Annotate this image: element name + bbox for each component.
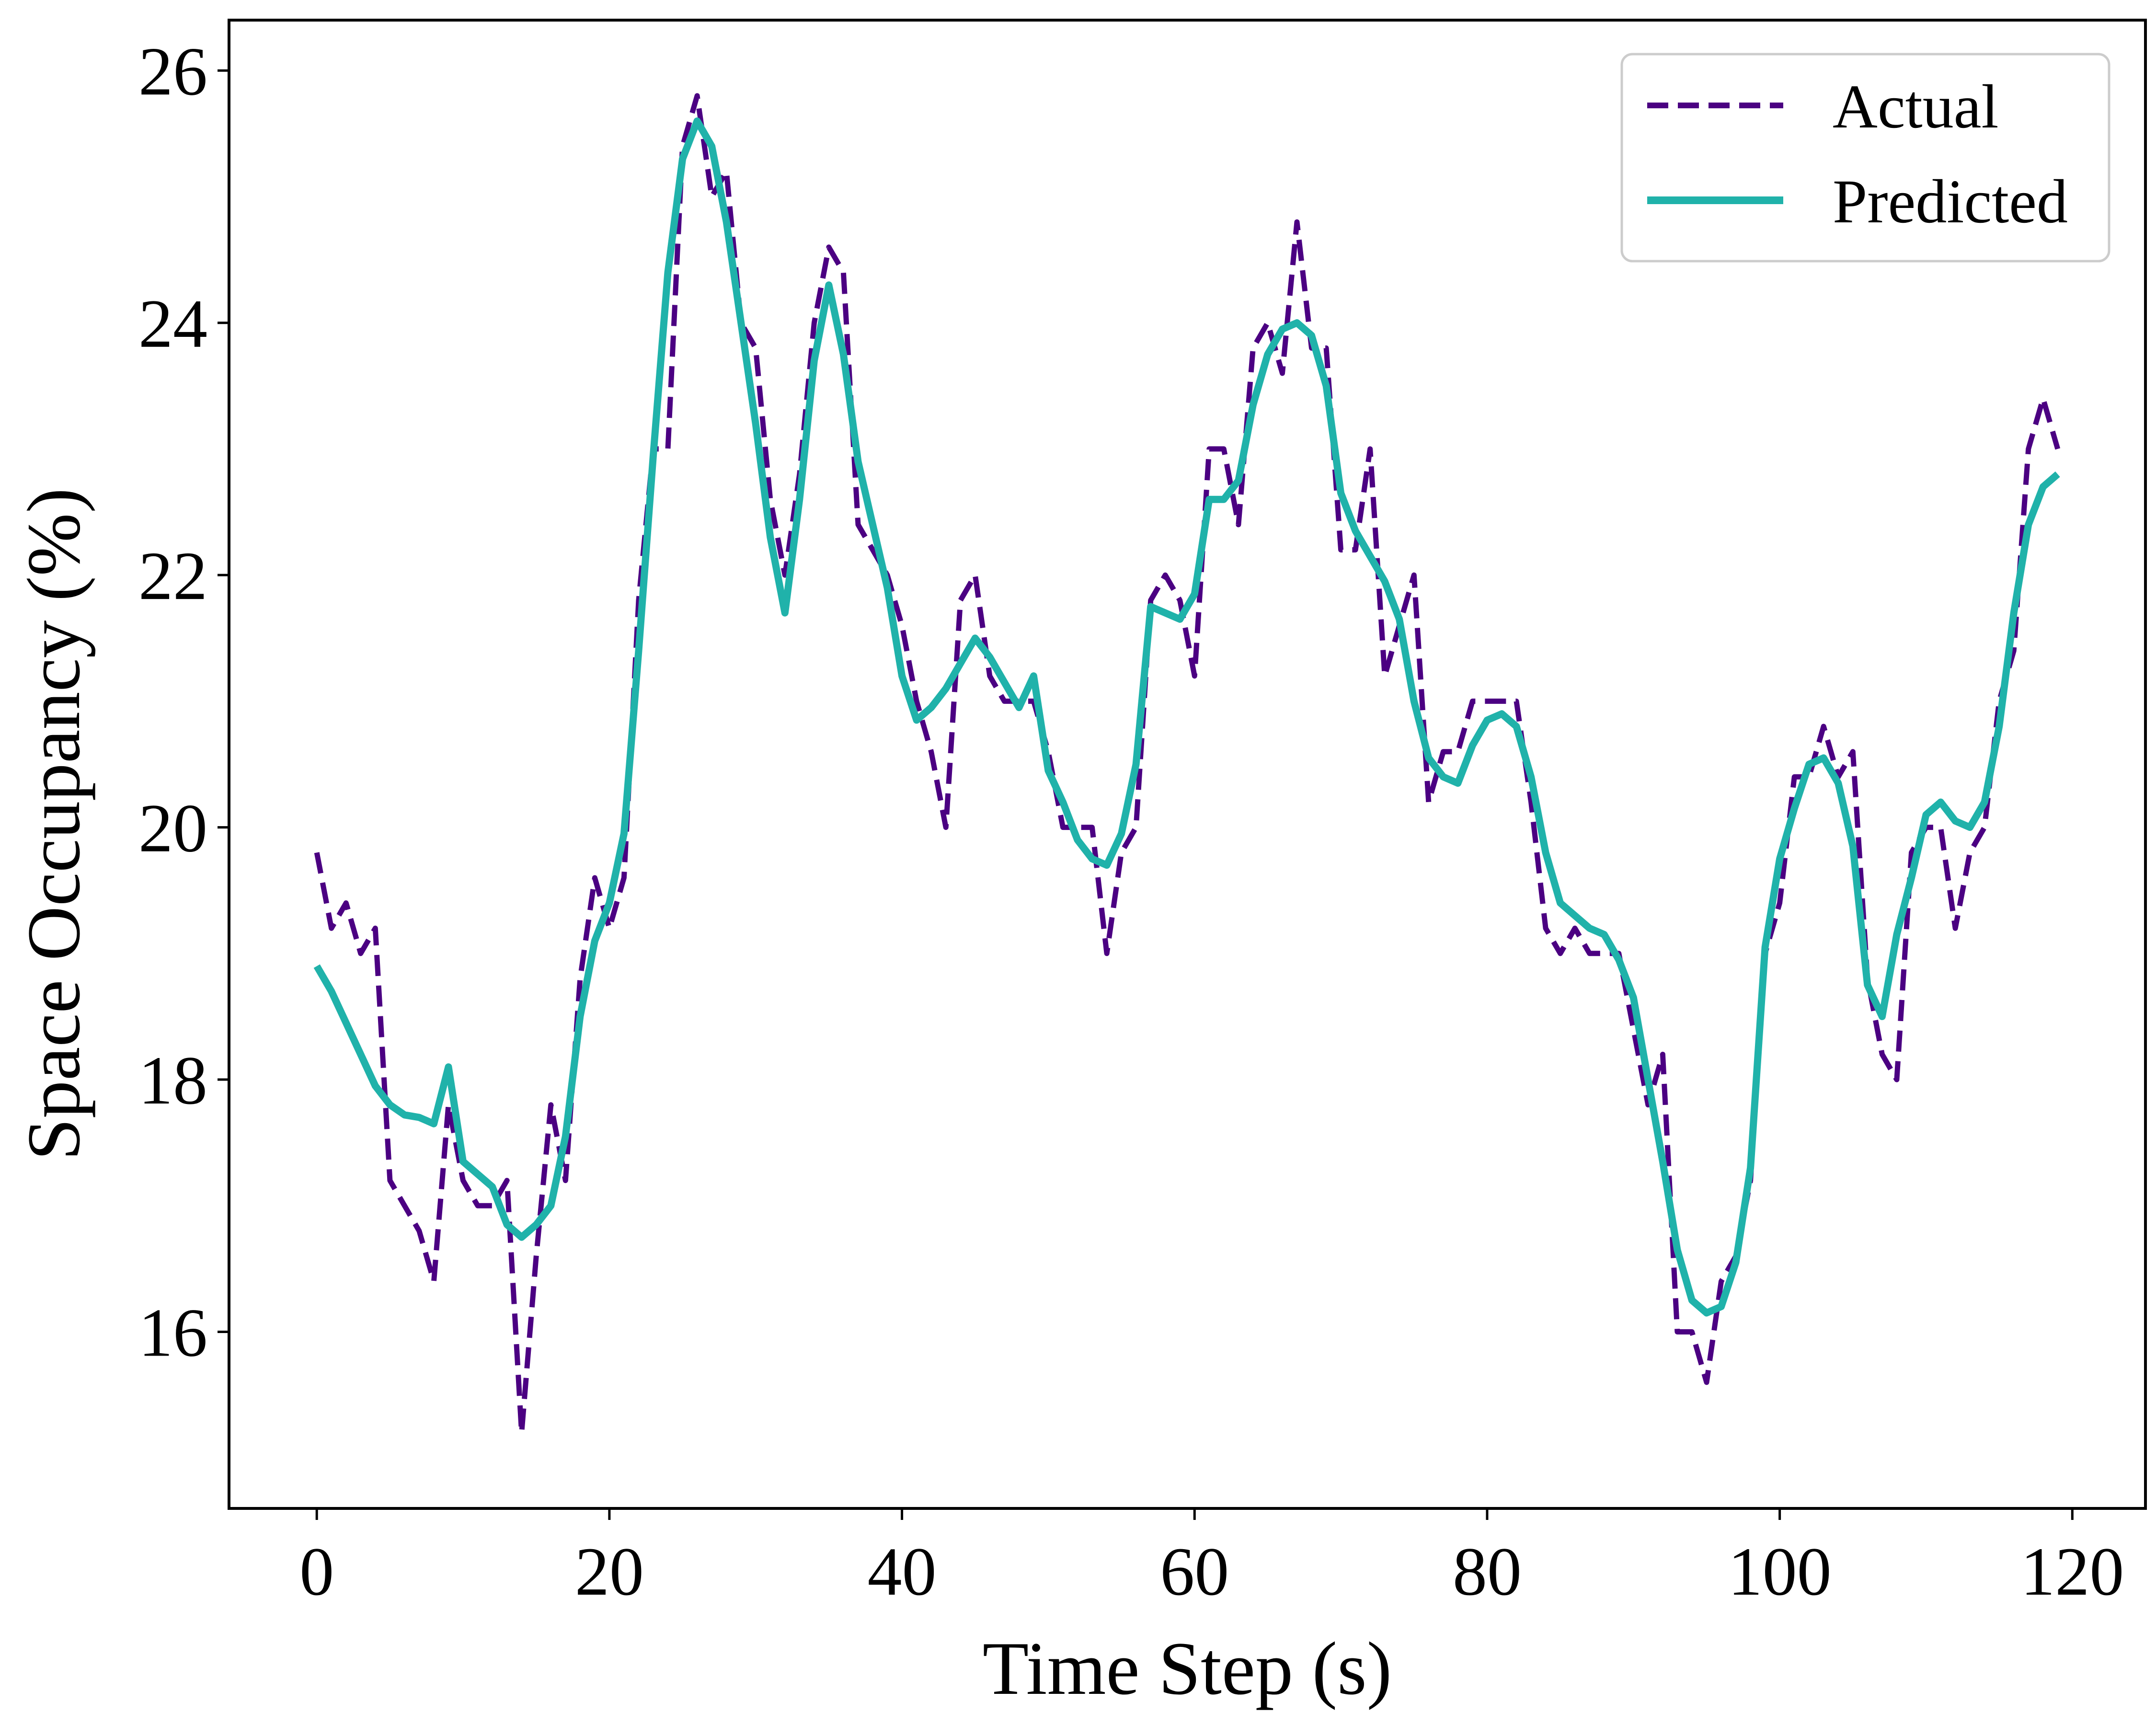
x-axis-label: Time Step (s) xyxy=(983,1627,1392,1711)
legend-label-actual: Actual xyxy=(1833,72,1999,141)
x-tick-label: 100 xyxy=(1728,1534,1832,1610)
plot-area xyxy=(228,19,2147,1510)
y-tick-label: 24 xyxy=(138,286,207,362)
x-tick-label: 0 xyxy=(299,1534,334,1610)
x-tick-label: 120 xyxy=(2020,1534,2124,1610)
y-axis-ticks: 16 18 20 22 24 26 xyxy=(138,34,229,1371)
legend: Actual Predicted xyxy=(1620,53,2110,263)
series-layer xyxy=(313,93,2061,1436)
x-axis-ticks: 0 20 40 60 80 100 120 xyxy=(299,1508,2124,1610)
legend-label-predicted: Predicted xyxy=(1833,167,2068,236)
x-tick-label: 20 xyxy=(575,1534,644,1610)
x-tick-label: 40 xyxy=(868,1534,937,1610)
series-line-predicted xyxy=(313,117,2060,1317)
series-line-actual xyxy=(314,93,2061,1436)
y-tick-label: 26 xyxy=(138,34,207,110)
x-tick-label: 60 xyxy=(1160,1534,1229,1610)
y-axis-label: Space Occupancy (%) xyxy=(12,488,96,1161)
plot-frame xyxy=(228,19,2147,1510)
y-tick-label: 18 xyxy=(138,1043,207,1119)
y-tick-label: 16 xyxy=(138,1295,207,1371)
y-tick-label: 20 xyxy=(138,791,207,867)
x-tick-label: 80 xyxy=(1453,1534,1522,1610)
y-tick-label: 22 xyxy=(138,538,207,614)
